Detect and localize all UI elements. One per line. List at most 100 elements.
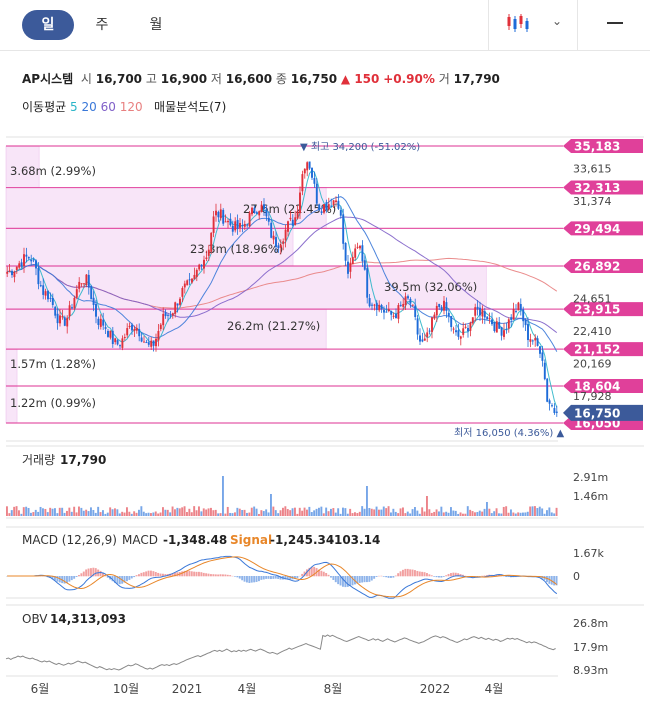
candle-body [279, 244, 282, 248]
macd-histogram-bar [116, 576, 119, 584]
tab-day[interactable]: 일 [22, 10, 74, 40]
macd-histogram-bar [361, 576, 364, 583]
candle-body [395, 313, 397, 319]
candle-body [234, 221, 237, 231]
candle-body [116, 340, 119, 345]
volume-bar [54, 508, 56, 516]
volume-profile-band [5, 348, 18, 387]
macd-histogram-bar [207, 573, 210, 577]
macd-histogram-bar [181, 571, 184, 577]
volume-bar [15, 506, 18, 516]
x-tick-label: 4월 [238, 682, 257, 696]
volume-bar [49, 507, 52, 516]
volume-bar [394, 511, 397, 516]
candle-body [380, 305, 383, 310]
tab-month[interactable]: 월 [149, 17, 163, 33]
volume-bar [279, 510, 282, 516]
volume-bar [178, 508, 181, 516]
candle-body [263, 204, 265, 209]
volume-bar [92, 509, 95, 516]
menu-icon[interactable] [607, 22, 623, 24]
candle-body [207, 249, 210, 256]
candle-body [25, 254, 28, 257]
volume-bar [229, 512, 232, 516]
candle-body [392, 315, 395, 317]
volume-title: 거래량 [22, 453, 55, 467]
volume-bar [162, 507, 164, 516]
macd-histogram-bar [318, 569, 320, 577]
macd-histogram-bar [442, 576, 445, 577]
candlestick-icon[interactable] [506, 12, 530, 34]
candle-body [15, 266, 18, 271]
macd-histogram-bar [121, 576, 124, 584]
macd-histogram-bar [123, 576, 126, 583]
profile-label[interactable]: 매물분석도(7) [154, 100, 227, 114]
candle-body [135, 327, 138, 331]
volume-bar [30, 512, 32, 516]
macd-histogram-bar [279, 576, 282, 580]
macd-histogram-bar [286, 576, 289, 580]
volume-bar [32, 512, 35, 516]
volume-bar [111, 509, 114, 516]
close-label: 종 [275, 72, 287, 86]
candle-body [200, 264, 203, 267]
volume-bar [421, 507, 424, 516]
macd-histogram-bar [438, 576, 440, 578]
volume-bar [339, 513, 342, 516]
ma-label[interactable]: 이동평균 [22, 100, 67, 114]
tab-week[interactable]: 주 [95, 17, 109, 33]
volume-bar [334, 512, 337, 516]
volume-bar [522, 512, 524, 516]
macd-histogram-bar [469, 576, 472, 577]
macd-histogram-bar [58, 576, 61, 583]
volume-bar [358, 511, 361, 516]
price-level-label: 35,183 [574, 140, 620, 154]
candle-body [131, 324, 133, 331]
volume-bar [63, 512, 66, 516]
volume-bar [313, 510, 316, 516]
ma-120: 120 [119, 100, 143, 114]
macd-histogram-bar [289, 576, 292, 580]
high-value: 16,900 [160, 72, 208, 86]
macd-histogram-bar [229, 575, 232, 577]
volume-bar [123, 512, 126, 516]
candle-body [419, 335, 421, 342]
volume-bar [375, 506, 378, 516]
volume-bar [548, 507, 551, 516]
macd-histogram-bar [111, 576, 114, 582]
candle-body [78, 281, 81, 289]
macd-histogram-bar [97, 569, 100, 577]
macd-histogram-bar [303, 571, 306, 577]
macd-histogram-bar [154, 571, 157, 577]
candle-body [411, 304, 414, 306]
volume-bar [534, 506, 536, 516]
candle-body [30, 259, 33, 262]
macd-histogram-bar [546, 576, 548, 583]
macd-histogram-bar [322, 571, 325, 577]
candle-body [251, 207, 253, 215]
volume-bar [289, 510, 292, 516]
x-tick-label: 2021 [172, 682, 203, 696]
volume-bar [217, 513, 220, 516]
macd-histogram-bar [195, 571, 198, 577]
volume-bar [399, 508, 402, 516]
divider [488, 0, 489, 50]
volume-bar [142, 511, 145, 516]
volume-bar [94, 512, 97, 516]
volume-bar [442, 512, 445, 516]
candle-body [198, 264, 201, 270]
volume-bar [51, 508, 54, 516]
chevron-down-icon[interactable]: ⌄ [552, 14, 563, 28]
candle-body [99, 318, 102, 327]
volume-bar [320, 506, 323, 516]
candle-body [337, 200, 340, 209]
volume-bar [510, 509, 512, 516]
macd-histogram-bar [445, 575, 448, 577]
candle-body [6, 271, 9, 274]
stock-info: AP시스템 시 16,700 고 16,900 저 16,600 종 16,75… [22, 70, 500, 87]
macd-histogram-bar [140, 572, 143, 577]
volume-bar [524, 512, 527, 516]
candle-body [162, 313, 165, 326]
candle-body [140, 337, 143, 342]
macd-histogram-bar [104, 575, 107, 577]
